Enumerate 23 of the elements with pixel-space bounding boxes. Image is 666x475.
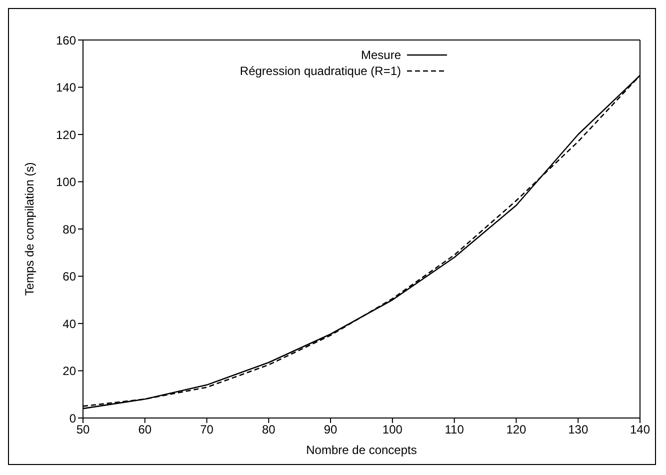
x-tick-label: 120: [506, 422, 527, 437]
y-tick-label: 80: [62, 222, 76, 236]
legend-label: Mesure: [360, 48, 401, 62]
x-tick-label: 100: [382, 422, 403, 437]
x-tick-label: 130: [568, 422, 588, 437]
y-tick-label: 160: [56, 33, 76, 48]
x-tick-label: 80: [262, 422, 276, 437]
y-tick-label: 120: [56, 128, 76, 142]
x-tick-label: 70: [200, 422, 214, 437]
y-tick-label: 20: [62, 364, 76, 378]
x-tick-label: 140: [630, 422, 650, 437]
y-axis-title: Temps de compilation (s): [22, 162, 36, 296]
y-tick-label: 40: [62, 316, 76, 331]
legend-label: Régression quadratique (R=1): [240, 64, 401, 78]
x-tick-label: 60: [138, 422, 152, 437]
x-tick-label: 50: [76, 422, 90, 437]
y-tick-label: 140: [56, 80, 76, 95]
y-tick-label: 60: [62, 270, 76, 284]
y-tick-label: 0: [69, 411, 76, 426]
x-tick-label: 110: [444, 422, 464, 437]
y-tick-label: 100: [56, 175, 76, 190]
x-tick-label: 90: [324, 422, 338, 437]
x-axis-title: Nombre de concepts: [306, 443, 417, 457]
